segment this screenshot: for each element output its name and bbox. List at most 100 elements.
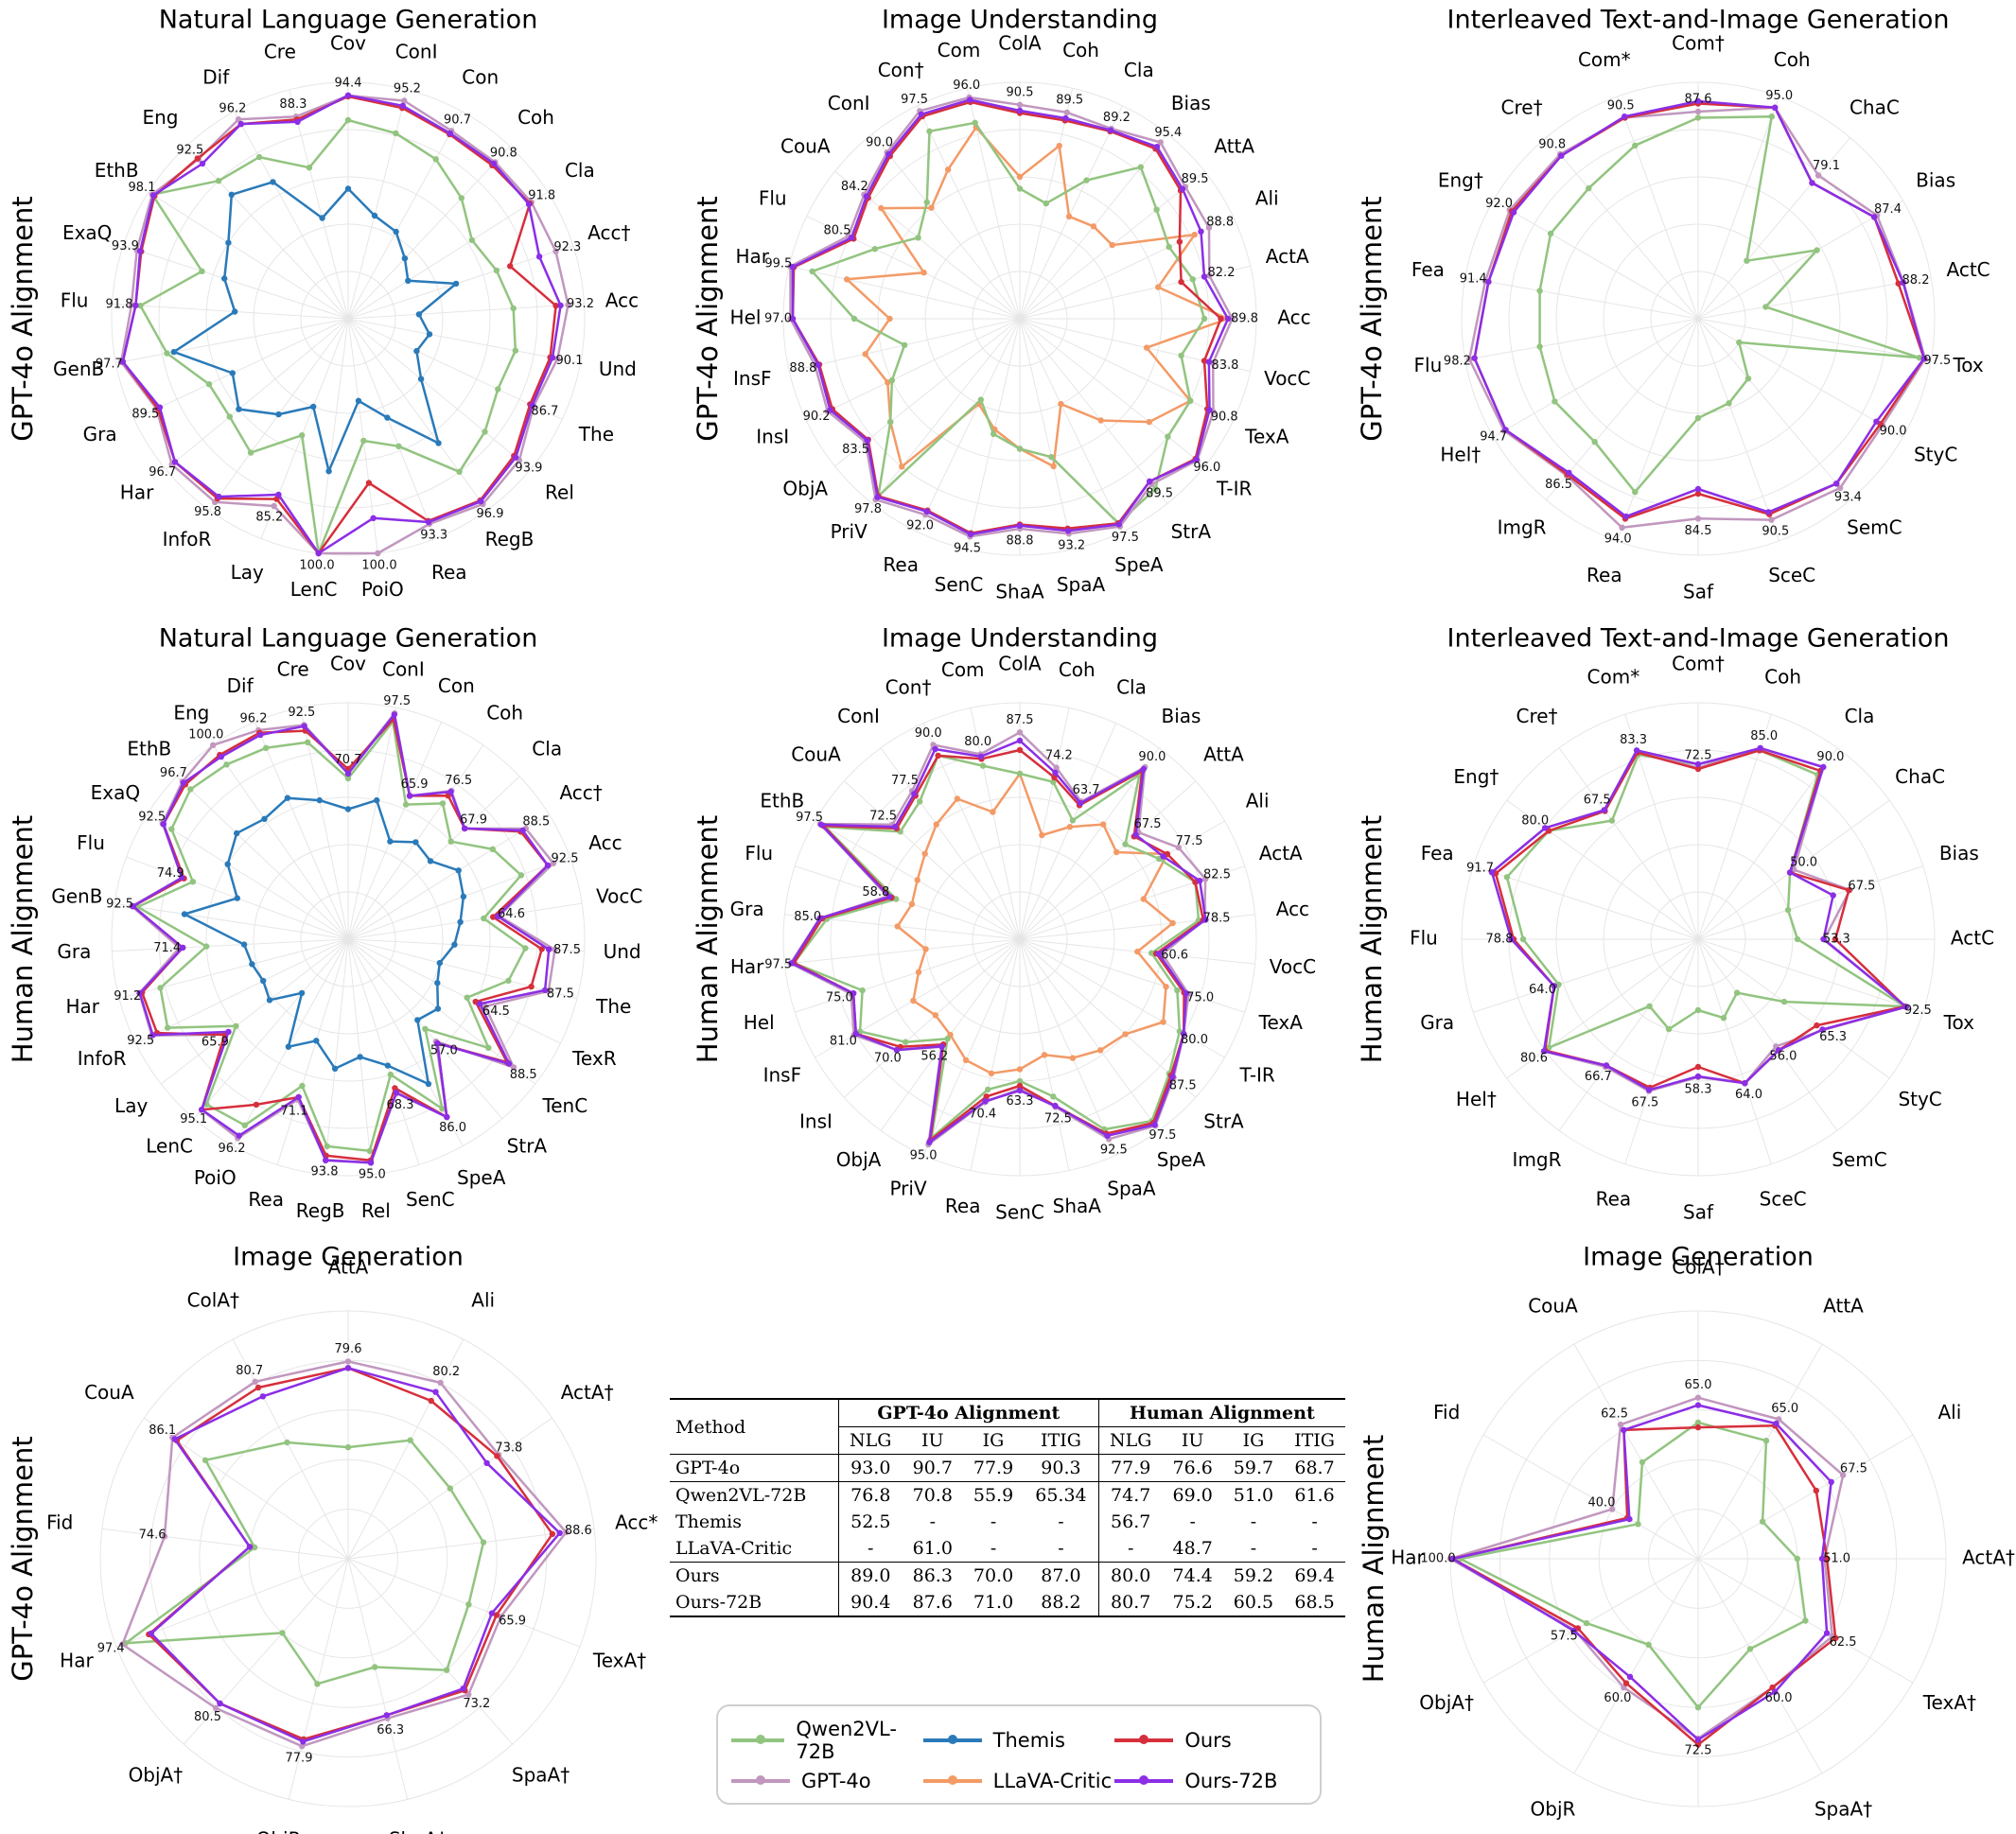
data-label: 64.0 xyxy=(1735,1088,1762,1102)
data-point-themis xyxy=(405,277,412,284)
row-label: Human Alignment xyxy=(1358,1435,1390,1683)
data-point-ours-72b xyxy=(1183,990,1190,997)
data-point-qwen2vl-72b xyxy=(1814,247,1820,253)
grid-spoke xyxy=(1573,1558,1699,1774)
data-point-ours-72b xyxy=(171,1436,178,1442)
data-point-ours-72b xyxy=(1823,1630,1831,1636)
data-label: 57.0 xyxy=(430,1044,458,1058)
data-label: 100.0 xyxy=(188,728,223,742)
table-method-cell: Qwen2VL-72B xyxy=(670,1481,839,1509)
data-point-themis xyxy=(435,440,442,446)
data-label: 98.2 xyxy=(1444,354,1471,368)
data-point-ours-72b xyxy=(1198,228,1204,235)
data-point-themis xyxy=(415,311,423,318)
data-label: 51.0 xyxy=(1823,1552,1850,1566)
data-point-themis xyxy=(371,212,378,219)
data-label: 53.3 xyxy=(1823,933,1850,947)
axis-label-coua: CouA xyxy=(1528,1295,1578,1318)
data-point-themis xyxy=(460,893,467,900)
axis-label-acc: Acc† xyxy=(587,221,630,244)
data-point-ours xyxy=(1824,1555,1831,1563)
grid-spoke xyxy=(815,938,1021,1058)
grid-spoke xyxy=(118,938,349,1000)
data-label: 79.1 xyxy=(1813,159,1840,173)
data-label: 85.0 xyxy=(1750,729,1778,743)
grid-spoke xyxy=(1697,938,1838,1131)
data-label: 93.9 xyxy=(112,239,139,253)
data-point-ours-72b xyxy=(1104,1132,1111,1140)
chart-title: Natural Language Generation xyxy=(159,6,538,35)
axis-label-hel: Hel xyxy=(744,1011,775,1034)
axis-label-exaq: ExaQ xyxy=(62,221,112,244)
axis-label-bias: Bias xyxy=(1171,92,1211,114)
data-point-ours-72b xyxy=(1773,1420,1779,1427)
axis-label-cov: Cov xyxy=(330,32,366,55)
axis-label-cola: ColA† xyxy=(1672,1256,1724,1279)
table-cell: - xyxy=(1058,1511,1064,1532)
row-label: Human Alignment xyxy=(1356,815,1388,1063)
legend-label: GPT-4o xyxy=(801,1769,871,1792)
data-point-qwen2vl-72b xyxy=(505,977,512,985)
grid-spoke xyxy=(1019,318,1123,533)
data-label: 96.2 xyxy=(219,101,246,115)
data-point-qwen2vl-72b xyxy=(439,1106,446,1112)
data-point-ours-72b xyxy=(399,102,406,110)
grid-spoke xyxy=(135,938,349,1044)
legend-swatch xyxy=(1114,1774,1174,1785)
table-cell: - xyxy=(1058,1538,1064,1559)
data-point-ours-72b xyxy=(525,201,533,207)
table-cell: - xyxy=(1250,1538,1257,1559)
axis-label-semc: SemC xyxy=(1847,516,1902,539)
axis-label-priv: PriV xyxy=(831,520,868,543)
data-point-qwen2vl-72b xyxy=(1050,1093,1057,1100)
series-line-gpt-4o xyxy=(1448,1396,1845,1740)
data-point-ours-72b xyxy=(478,498,484,505)
data-label: 58.3 xyxy=(1685,1082,1712,1096)
data-point-ours-72b xyxy=(393,1090,400,1096)
data-point-ours-72b xyxy=(149,1032,156,1039)
data-point-qwen2vl-72b xyxy=(468,236,476,244)
data-point-qwen2vl-72b xyxy=(1694,1419,1702,1426)
data-point-ours-72b xyxy=(490,160,498,167)
data-point-ours-72b xyxy=(529,402,535,409)
axis-label-flu: Flu xyxy=(759,187,787,210)
axis-label-con: Con† xyxy=(878,59,924,81)
data-point-llava-critic xyxy=(988,1070,995,1077)
data-point-themis xyxy=(225,239,232,246)
data-point-gpt-4o xyxy=(552,248,559,254)
grid-spoke xyxy=(1558,747,1699,940)
data-point-qwen2vl-72b xyxy=(1762,304,1769,310)
axis-label-coni: ConI xyxy=(382,657,425,680)
data-point-ours xyxy=(494,1453,500,1459)
axis-label-har: Har xyxy=(736,245,770,268)
row-label: GPT-4o Alignment xyxy=(7,196,39,441)
data-label: 96.7 xyxy=(160,766,187,780)
data-point-ours-72b xyxy=(1153,144,1161,150)
table-cell: 61.6 xyxy=(1284,1481,1345,1509)
grid-spoke xyxy=(1697,318,1779,542)
data-point-ours-72b xyxy=(1873,418,1880,425)
data-label: 88.8 xyxy=(1206,216,1234,230)
series-line-gpt-4o xyxy=(119,94,570,555)
grid-spoke xyxy=(1473,865,1699,940)
grid-spoke xyxy=(1019,318,1205,467)
data-label: 97.0 xyxy=(764,312,792,326)
axis-label-hel: Hel† xyxy=(1440,444,1481,466)
data-point-ours xyxy=(1814,1022,1820,1029)
data-point-qwen2vl-72b xyxy=(887,418,894,426)
data-point-themis xyxy=(413,347,420,355)
data-point-ours-72b xyxy=(546,946,552,952)
data-label: 80.5 xyxy=(194,1710,221,1724)
axis-label-und: Und xyxy=(599,358,637,380)
grid-spoke xyxy=(115,318,349,364)
data-point-ours xyxy=(983,1093,990,1100)
data-label: 63.7 xyxy=(1073,783,1100,797)
axis-label-t-ir: T-IR xyxy=(1238,1064,1274,1087)
legend-label: Ours xyxy=(1184,1728,1232,1752)
grid-spoke xyxy=(970,938,1021,1171)
data-point-qwen2vl-72b xyxy=(1137,164,1145,170)
axis-label-rea: Rea xyxy=(1596,1187,1632,1210)
grid-spoke xyxy=(133,318,349,420)
